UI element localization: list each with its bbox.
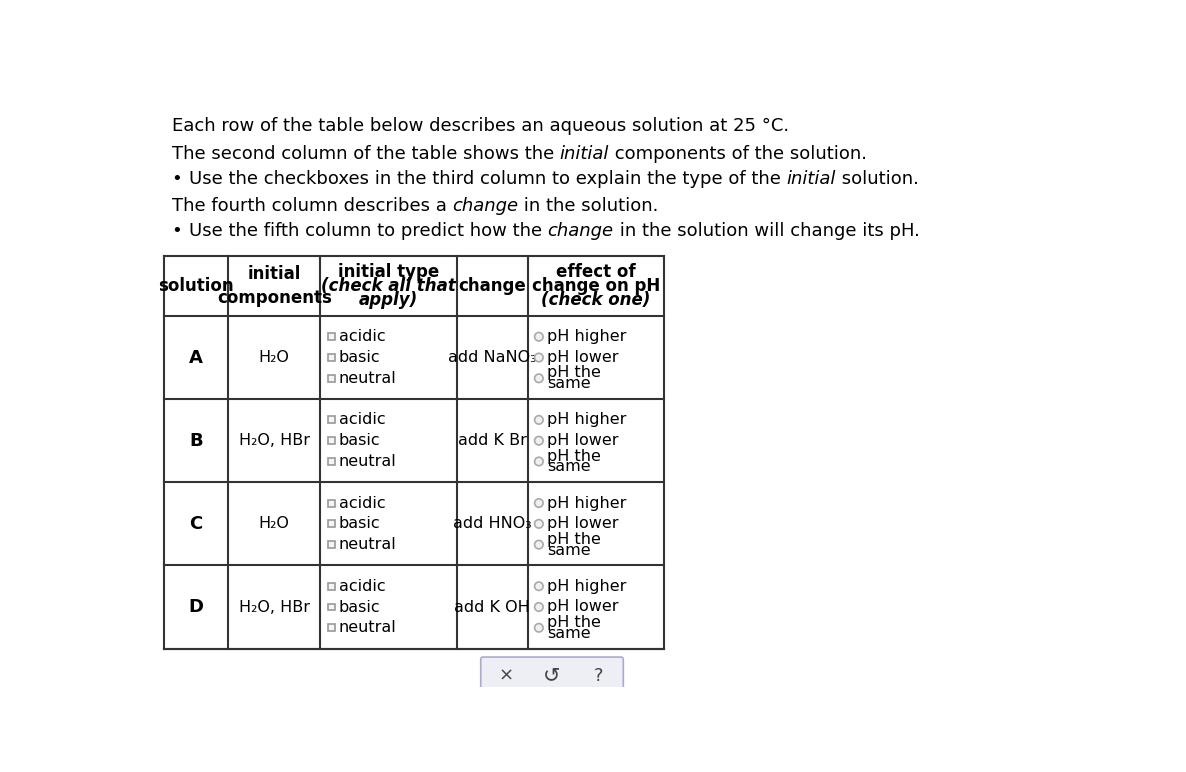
Text: same: same — [547, 376, 591, 391]
Bar — [327, 541, 334, 548]
Text: initial: initial — [786, 170, 836, 188]
Text: neutral: neutral — [338, 537, 396, 552]
Text: neutral: neutral — [338, 620, 396, 635]
Bar — [327, 604, 334, 611]
Text: B: B — [189, 432, 203, 449]
Text: pH higher: pH higher — [547, 329, 626, 344]
Circle shape — [535, 499, 543, 507]
Text: change on pH: change on pH — [531, 277, 659, 295]
Text: H₂O, HBr: H₂O, HBr — [238, 600, 310, 615]
Text: A: A — [189, 348, 203, 367]
Text: •: • — [172, 170, 183, 188]
Bar — [327, 625, 334, 631]
Text: The second column of the table shows the: The second column of the table shows the — [172, 145, 560, 163]
Bar — [327, 499, 334, 506]
FancyBboxPatch shape — [480, 657, 624, 694]
Text: same: same — [547, 543, 591, 557]
Bar — [327, 437, 334, 444]
Text: H₂O, HBr: H₂O, HBr — [238, 433, 310, 449]
Text: H₂O: H₂O — [259, 350, 289, 365]
Text: H₂O: H₂O — [259, 516, 289, 531]
Text: basic: basic — [338, 516, 381, 531]
Text: basic: basic — [338, 600, 381, 615]
Text: Use the fifth column to predict how the: Use the fifth column to predict how the — [189, 222, 548, 240]
Text: add K OH: add K OH — [454, 600, 530, 615]
Text: in the solution.: in the solution. — [518, 198, 658, 215]
Text: acidic: acidic — [338, 412, 385, 428]
Text: C: C — [190, 515, 203, 533]
Circle shape — [535, 436, 543, 445]
Text: solution: solution — [158, 277, 234, 295]
Text: Use the checkboxes in the third column to explain the type of the: Use the checkboxes in the third column t… — [189, 170, 786, 188]
Circle shape — [535, 333, 543, 341]
Text: effect of: effect of — [556, 263, 636, 281]
Text: acidic: acidic — [338, 579, 385, 594]
Text: initial: initial — [560, 145, 608, 163]
Text: pH lower: pH lower — [547, 350, 618, 365]
Bar — [327, 458, 334, 465]
Circle shape — [535, 374, 543, 383]
Text: neutral: neutral — [338, 454, 396, 469]
Text: D: D — [189, 598, 204, 616]
Bar — [327, 375, 334, 382]
Text: pH the: pH the — [547, 449, 601, 463]
Text: add NaNO₃: add NaNO₃ — [448, 350, 536, 365]
Text: (check one): (check one) — [541, 291, 650, 309]
Text: ?: ? — [593, 666, 602, 685]
Text: pH higher: pH higher — [547, 579, 626, 594]
Circle shape — [535, 624, 543, 632]
Circle shape — [535, 540, 543, 549]
Text: •: • — [172, 222, 183, 240]
Text: acidic: acidic — [338, 329, 385, 344]
Text: ↺: ↺ — [543, 665, 561, 686]
Text: (check all that: (check all that — [321, 277, 455, 295]
Text: change: change — [459, 277, 527, 295]
Text: pH higher: pH higher — [547, 496, 626, 510]
Bar — [327, 520, 334, 527]
Text: change: change — [548, 222, 613, 240]
Text: same: same — [547, 459, 591, 474]
Circle shape — [535, 520, 543, 528]
Circle shape — [535, 582, 543, 591]
Bar — [327, 416, 334, 423]
Circle shape — [535, 457, 543, 466]
Text: initial
components: initial components — [217, 265, 332, 306]
Text: pH higher: pH higher — [547, 412, 626, 428]
Text: neutral: neutral — [338, 371, 396, 386]
Text: basic: basic — [338, 350, 381, 365]
Text: add K Br: add K Br — [458, 433, 527, 449]
Text: pH the: pH the — [547, 365, 601, 381]
Circle shape — [535, 603, 543, 611]
Text: in the solution will change its pH.: in the solution will change its pH. — [613, 222, 919, 240]
Text: Each row of the table below describes an aqueous solution at 25 °C.: Each row of the table below describes an… — [172, 117, 789, 135]
Text: apply): apply) — [359, 291, 419, 309]
Text: components of the solution.: components of the solution. — [608, 145, 867, 163]
Text: pH the: pH the — [547, 532, 601, 547]
Text: ×: × — [498, 666, 514, 685]
Text: change: change — [452, 198, 518, 215]
Text: same: same — [547, 625, 591, 641]
Circle shape — [535, 354, 543, 362]
Text: pH lower: pH lower — [547, 433, 618, 449]
Text: add HNO₃: add HNO₃ — [453, 516, 531, 531]
Bar — [327, 334, 334, 340]
Text: solution.: solution. — [836, 170, 918, 188]
Text: initial type: initial type — [338, 263, 439, 281]
Text: The fourth column describes a: The fourth column describes a — [172, 198, 452, 215]
Bar — [327, 583, 334, 590]
Text: pH the: pH the — [547, 615, 601, 630]
Text: acidic: acidic — [338, 496, 385, 510]
Text: pH lower: pH lower — [547, 600, 618, 615]
Circle shape — [535, 415, 543, 424]
Text: basic: basic — [338, 433, 381, 449]
Bar — [327, 354, 334, 361]
Text: pH lower: pH lower — [547, 516, 618, 531]
